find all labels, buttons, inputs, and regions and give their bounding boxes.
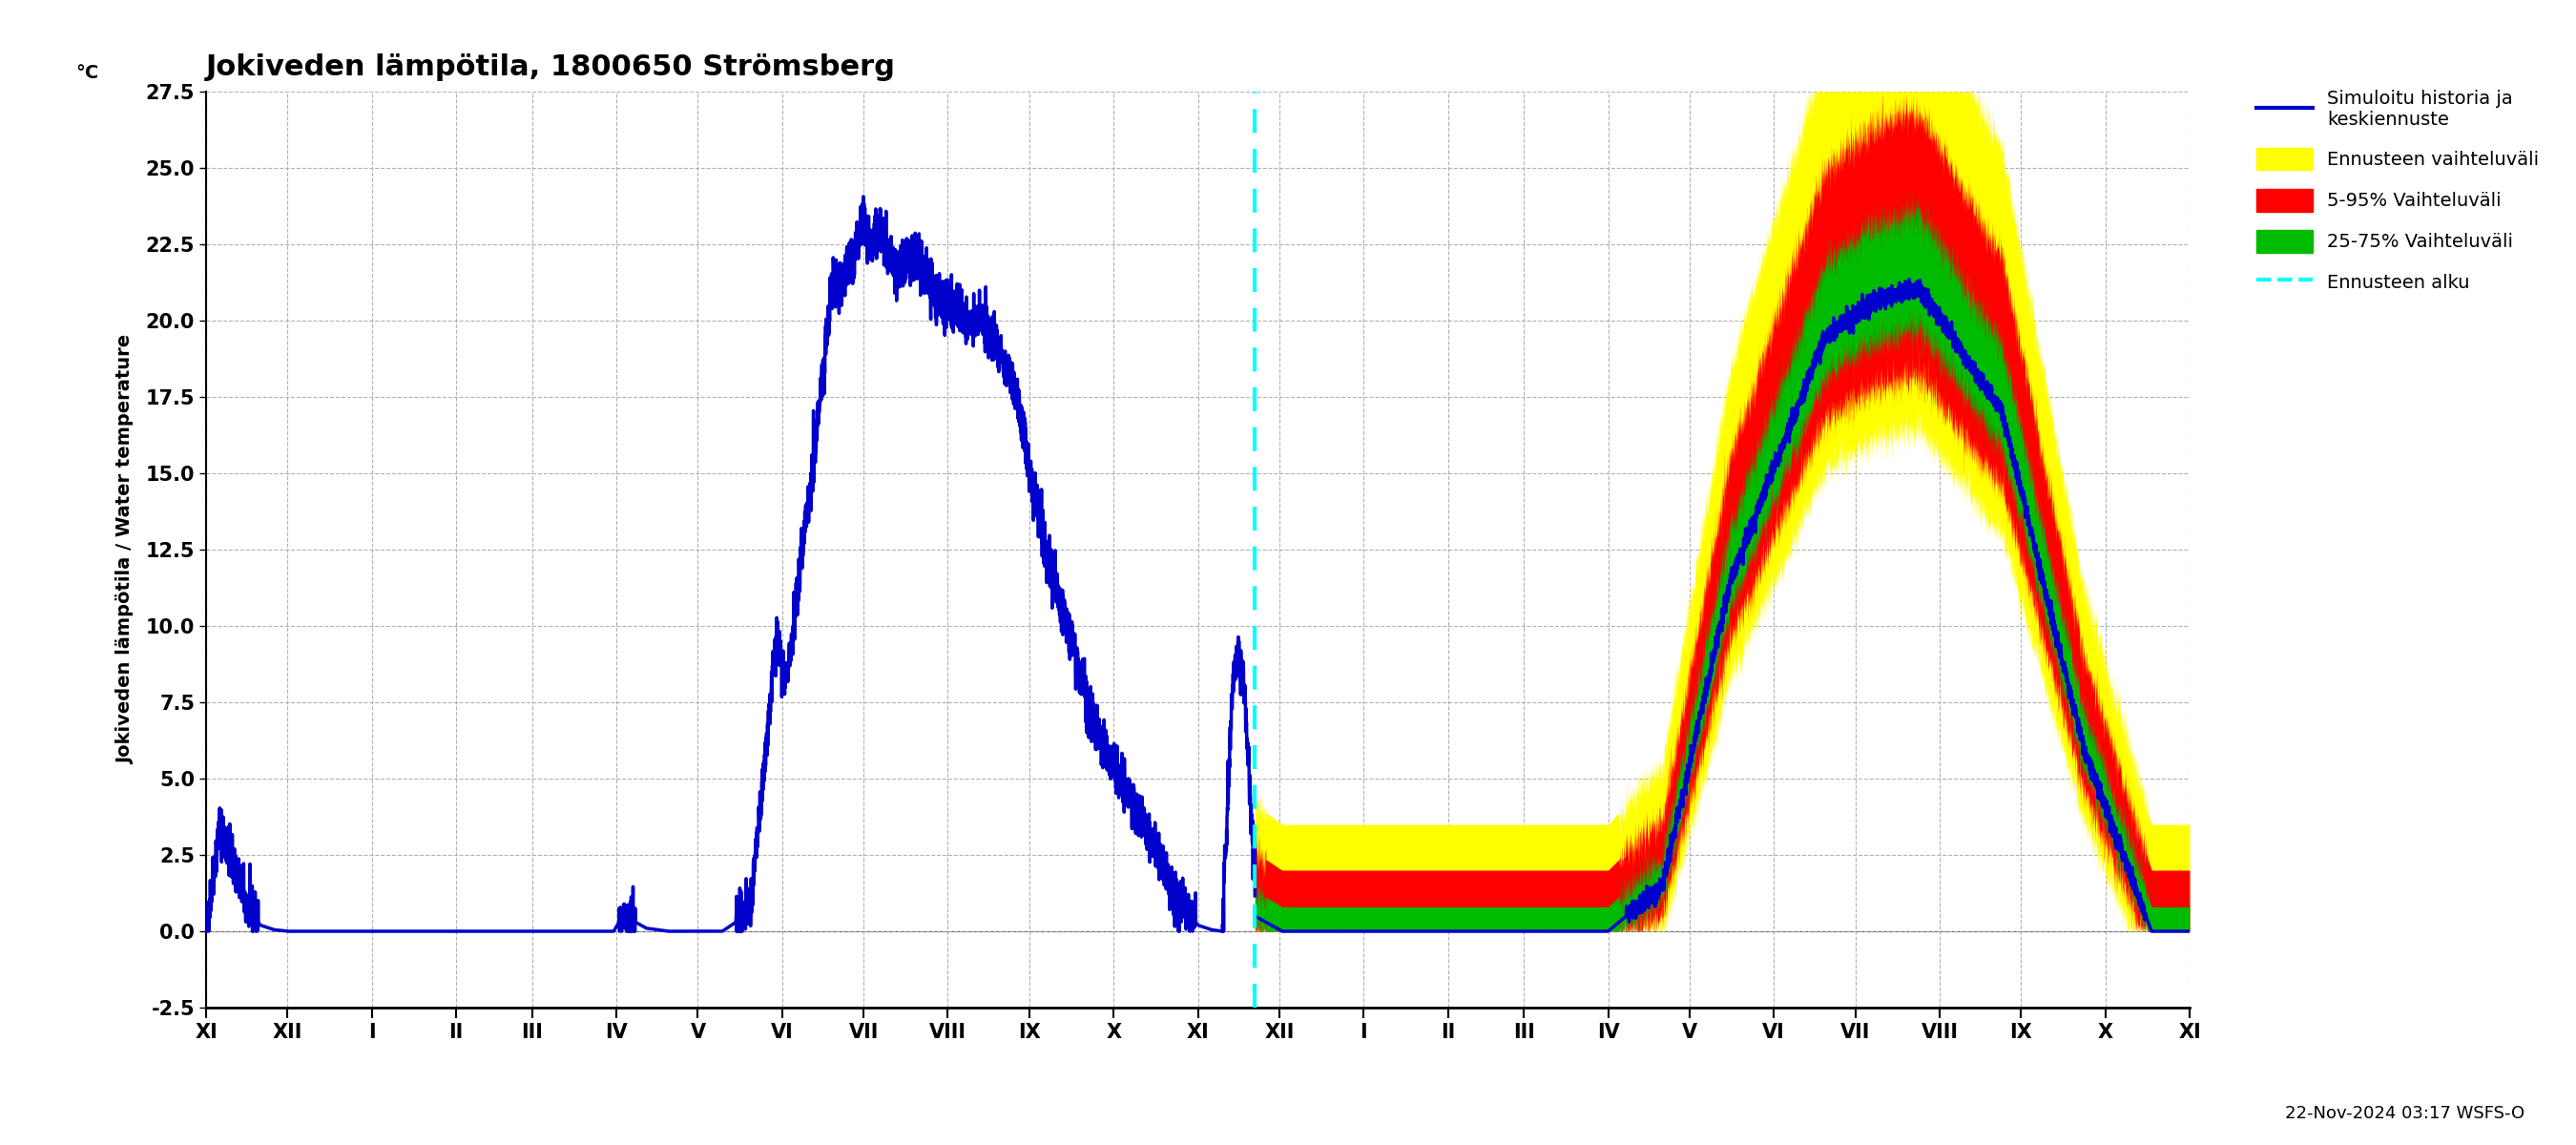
Legend: Simuloitu historia ja
keskiennuste, Ennusteen vaihteluväli, 5-95% Vaihteluväli, : Simuloitu historia ja keskiennuste, Ennu… — [2249, 82, 2548, 301]
Text: Jokiveden lämpötila, 1800650 Strömsberg: Jokiveden lämpötila, 1800650 Strömsberg — [206, 54, 896, 81]
Text: 22-Nov-2024 03:17 WSFS-O: 22-Nov-2024 03:17 WSFS-O — [2285, 1105, 2524, 1122]
Y-axis label: Jokiveden lämpötila / Water temperature: Jokiveden lämpötila / Water temperature — [116, 334, 134, 765]
Text: °C: °C — [75, 64, 98, 82]
